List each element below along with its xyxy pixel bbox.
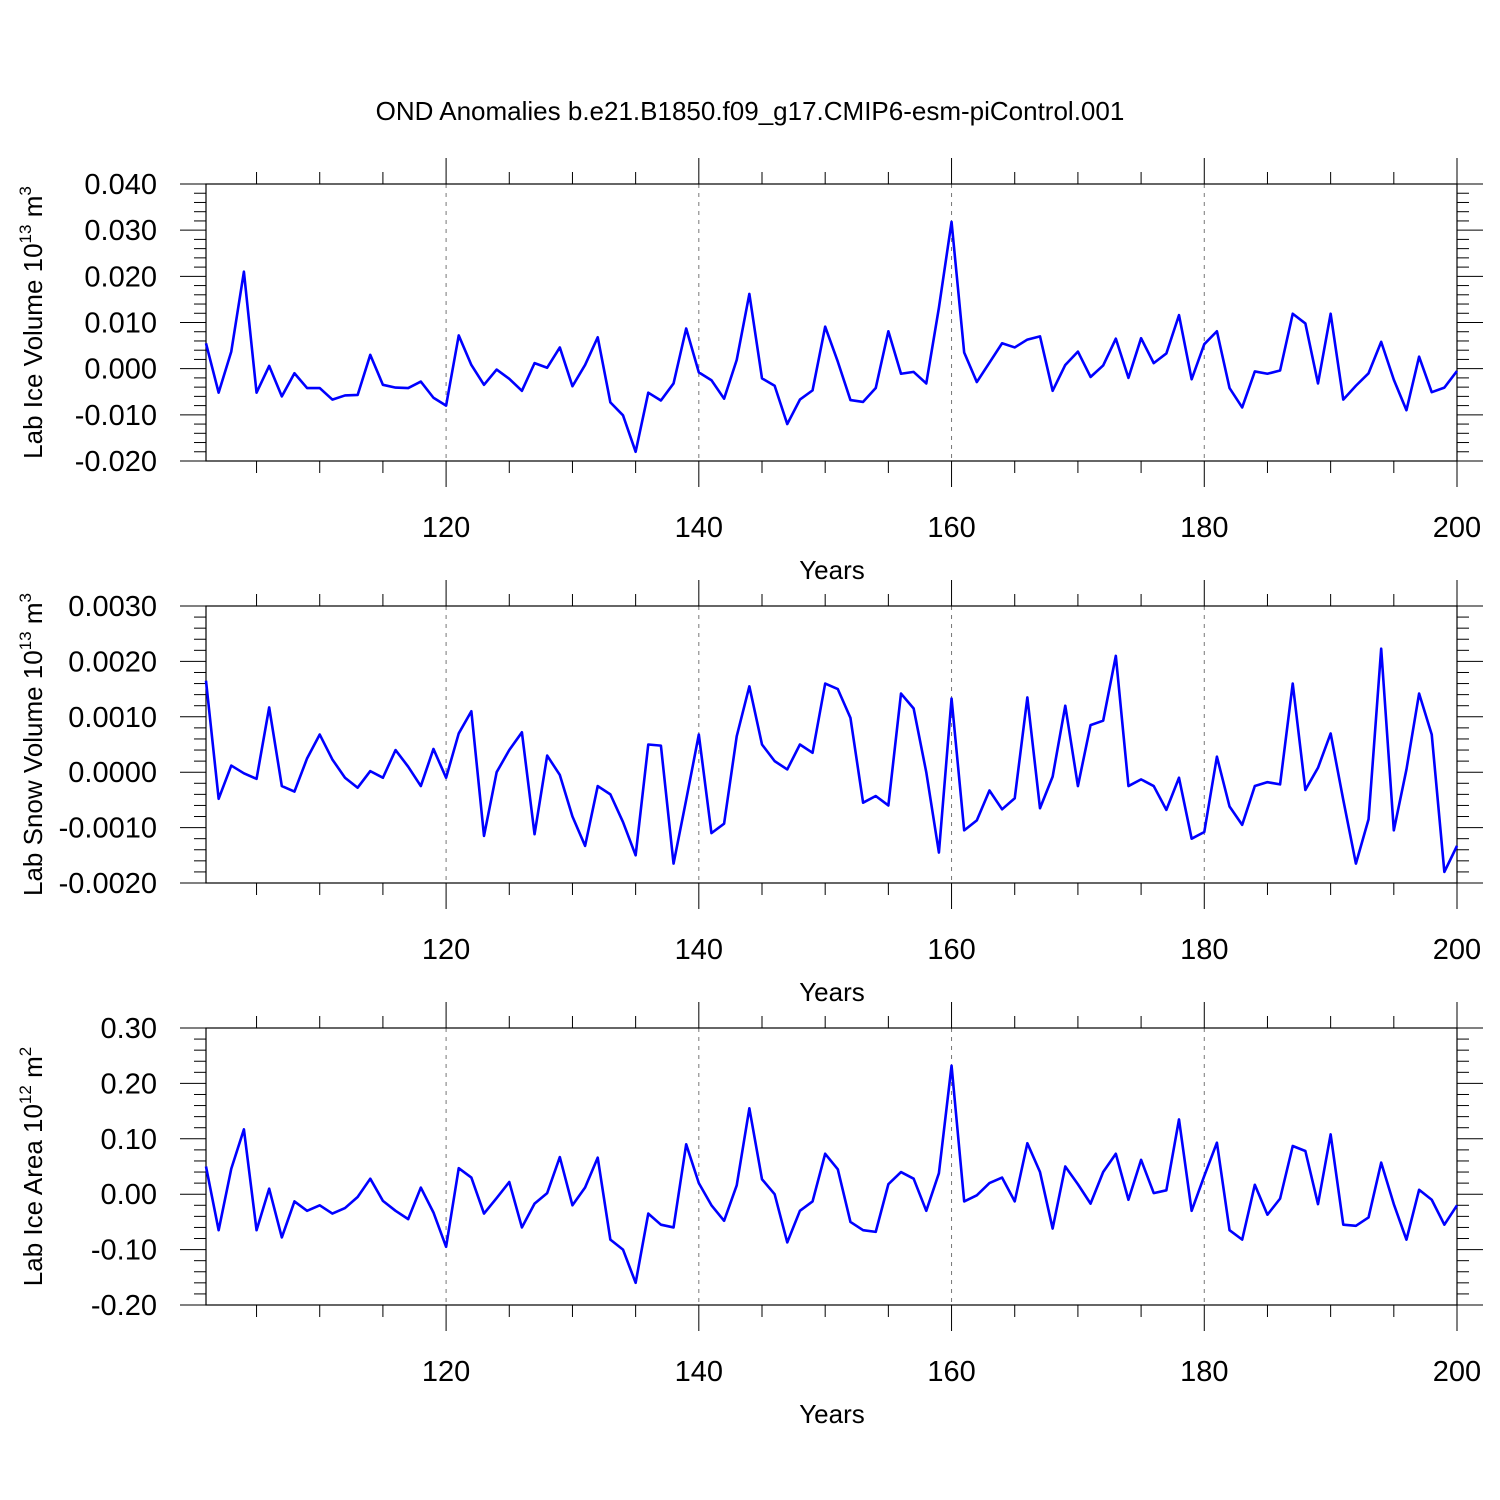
x-tick-label: 160: [927, 1356, 975, 1388]
y-axis-title: Lab Ice Area 1012 m2: [16, 1047, 48, 1286]
y-tick-label: -0.0010: [59, 813, 157, 845]
y-axis-title-text: Lab Ice Volume 10: [18, 243, 48, 458]
y-tick-label: -0.010: [75, 400, 157, 432]
figure-title: OND Anomalies b.e21.B1850.f09_g17.CMIP6-…: [376, 96, 1125, 126]
y-axis-title-exp: 12: [16, 1085, 35, 1104]
plot-frame: [205, 605, 1458, 884]
series-line-3: [204, 1064, 1459, 1285]
y-tick-label: 0.000: [84, 354, 157, 386]
y-tick-label: 0.10: [101, 1124, 157, 1156]
x-tick-label: 180: [1180, 512, 1228, 544]
y-tick-label: 0.20: [101, 1068, 157, 1100]
y-tick-label: 0.0000: [68, 757, 157, 789]
x-axis-title: Years: [799, 977, 865, 1007]
x-tick-label: 120: [422, 512, 470, 544]
y-axis-title-unit: m: [18, 1056, 48, 1085]
x-tick-label: 200: [1433, 512, 1481, 544]
series-line-2: [204, 647, 1459, 874]
y-axis-title: Lab Ice Volume 1013 m3: [16, 186, 48, 459]
y-tick-label: -0.20: [91, 1290, 157, 1322]
y-axis-title-text: Lab Snow Volume 10: [18, 650, 48, 896]
y-axis-title-exp: 13: [16, 225, 35, 244]
y-tick-label: 0.0010: [68, 702, 157, 734]
y-axis-title-unit: m: [18, 602, 48, 631]
y-tick-label: 0.30: [101, 1013, 157, 1045]
plot-frame: [205, 183, 1458, 462]
x-tick-label: 200: [1433, 1356, 1481, 1388]
x-tick-label: 160: [927, 934, 975, 966]
x-tick-label: 120: [422, 1356, 470, 1388]
x-tick-label: 120: [422, 934, 470, 966]
y-axis-title-unit-exp: 3: [16, 593, 35, 602]
y-tick-label: 0.0020: [68, 646, 157, 678]
y-tick-label: -0.10: [91, 1235, 157, 1267]
x-axis-title: Years: [799, 1399, 865, 1429]
y-tick-label: -0.0020: [59, 868, 157, 900]
y-tick-label: -0.020: [75, 446, 157, 478]
plot-frame: [205, 1027, 1458, 1306]
x-tick-label: 160: [927, 512, 975, 544]
y-axis-title-unit-exp: 2: [16, 1047, 35, 1056]
x-tick-label: 140: [675, 512, 723, 544]
y-tick-label: 0.030: [84, 215, 157, 247]
y-axis-title-text: Lab Ice Area 10: [18, 1104, 48, 1286]
y-axis-title-unit-exp: 3: [16, 186, 35, 195]
y-axis-title-exp: 13: [16, 631, 35, 650]
x-tick-label: 180: [1180, 934, 1228, 966]
x-tick-label: 200: [1433, 934, 1481, 966]
x-tick-label: 140: [675, 1356, 723, 1388]
x-axis-title: Years: [799, 555, 865, 585]
y-tick-label: 0.040: [84, 169, 157, 201]
y-tick-label: 0.0030: [68, 591, 157, 623]
x-tick-label: 180: [1180, 1356, 1228, 1388]
chart-panel-3: -0.20 -0.10 0.00 0.10 0.20 0.30 120 140 160 180 20…: [16, 1002, 1483, 1429]
y-tick-label: 0.010: [84, 308, 157, 340]
x-tick-label: 140: [675, 934, 723, 966]
y-axis-title-unit: m: [18, 196, 48, 225]
chart-panel-1: -0.020 -0.010 0.000 0.010 0.020 0.030 0.040 120…: [16, 158, 1483, 585]
panels: -0.020-0.0100.0000.0100.0200.0300.040120…: [16, 158, 1483, 1429]
series-line-1: [204, 220, 1459, 454]
y-tick-label: 0.020: [84, 261, 157, 293]
y-tick-label: 0.00: [101, 1179, 157, 1211]
chart-panel-2: -0.0020 -0.0010 0.0000 0.0010 0.0020 0.0030 12…: [16, 580, 1483, 1007]
y-axis-title: Lab Snow Volume 1013 m3: [16, 593, 48, 896]
